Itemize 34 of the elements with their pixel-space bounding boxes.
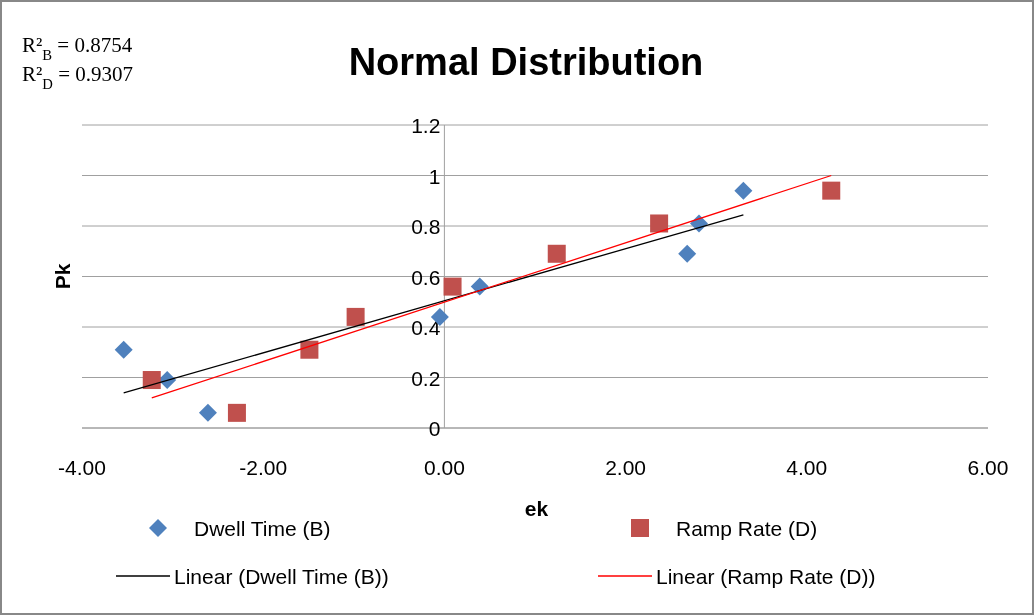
point (198, 403, 217, 422)
point (734, 181, 753, 200)
point (346, 307, 365, 326)
point (678, 244, 697, 263)
y-tick-label: 1.2 (411, 114, 441, 137)
point (822, 181, 841, 200)
x-tick-label: 4.00 (786, 456, 828, 479)
point (300, 340, 319, 359)
y-tick-label: 0.4 (411, 316, 441, 339)
text: R²$_{B}$ = 0.8754 (22, 33, 133, 63)
y-tick-label: 1 (428, 164, 441, 188)
point (227, 403, 246, 422)
point (547, 244, 566, 263)
text: R²$_{D}$ = 0.9307 (22, 62, 134, 92)
y-tick-label: 0.6 (411, 265, 441, 289)
x-axis-title: ek (524, 497, 549, 520)
legend-label: Ramp Rate (D) (676, 517, 818, 540)
y-tick-label: 0.2 (411, 366, 441, 390)
x-tick-label: 2.00 (605, 456, 647, 479)
legend-label: Linear (Dwell Time (B)) (174, 565, 389, 588)
point (114, 340, 133, 359)
chart-title: Normal Distribution (348, 41, 704, 83)
x-tick-label: 6.00 (967, 456, 1009, 479)
point (142, 371, 161, 390)
y-tick-label: 0 (428, 417, 441, 440)
point (650, 214, 669, 233)
legend-label: Linear (Ramp Rate (D)) (656, 565, 876, 588)
x-tick-label: 0.00 (423, 456, 465, 479)
y-axis-title: Pk (51, 263, 74, 290)
point (443, 277, 462, 296)
legend-label: Dwell Time (B) (194, 517, 331, 540)
y-tick-label: 0.8 (411, 215, 441, 238)
x-tick-label: -4.00 (58, 456, 106, 479)
x-tick-label: -2.00 (239, 456, 288, 479)
